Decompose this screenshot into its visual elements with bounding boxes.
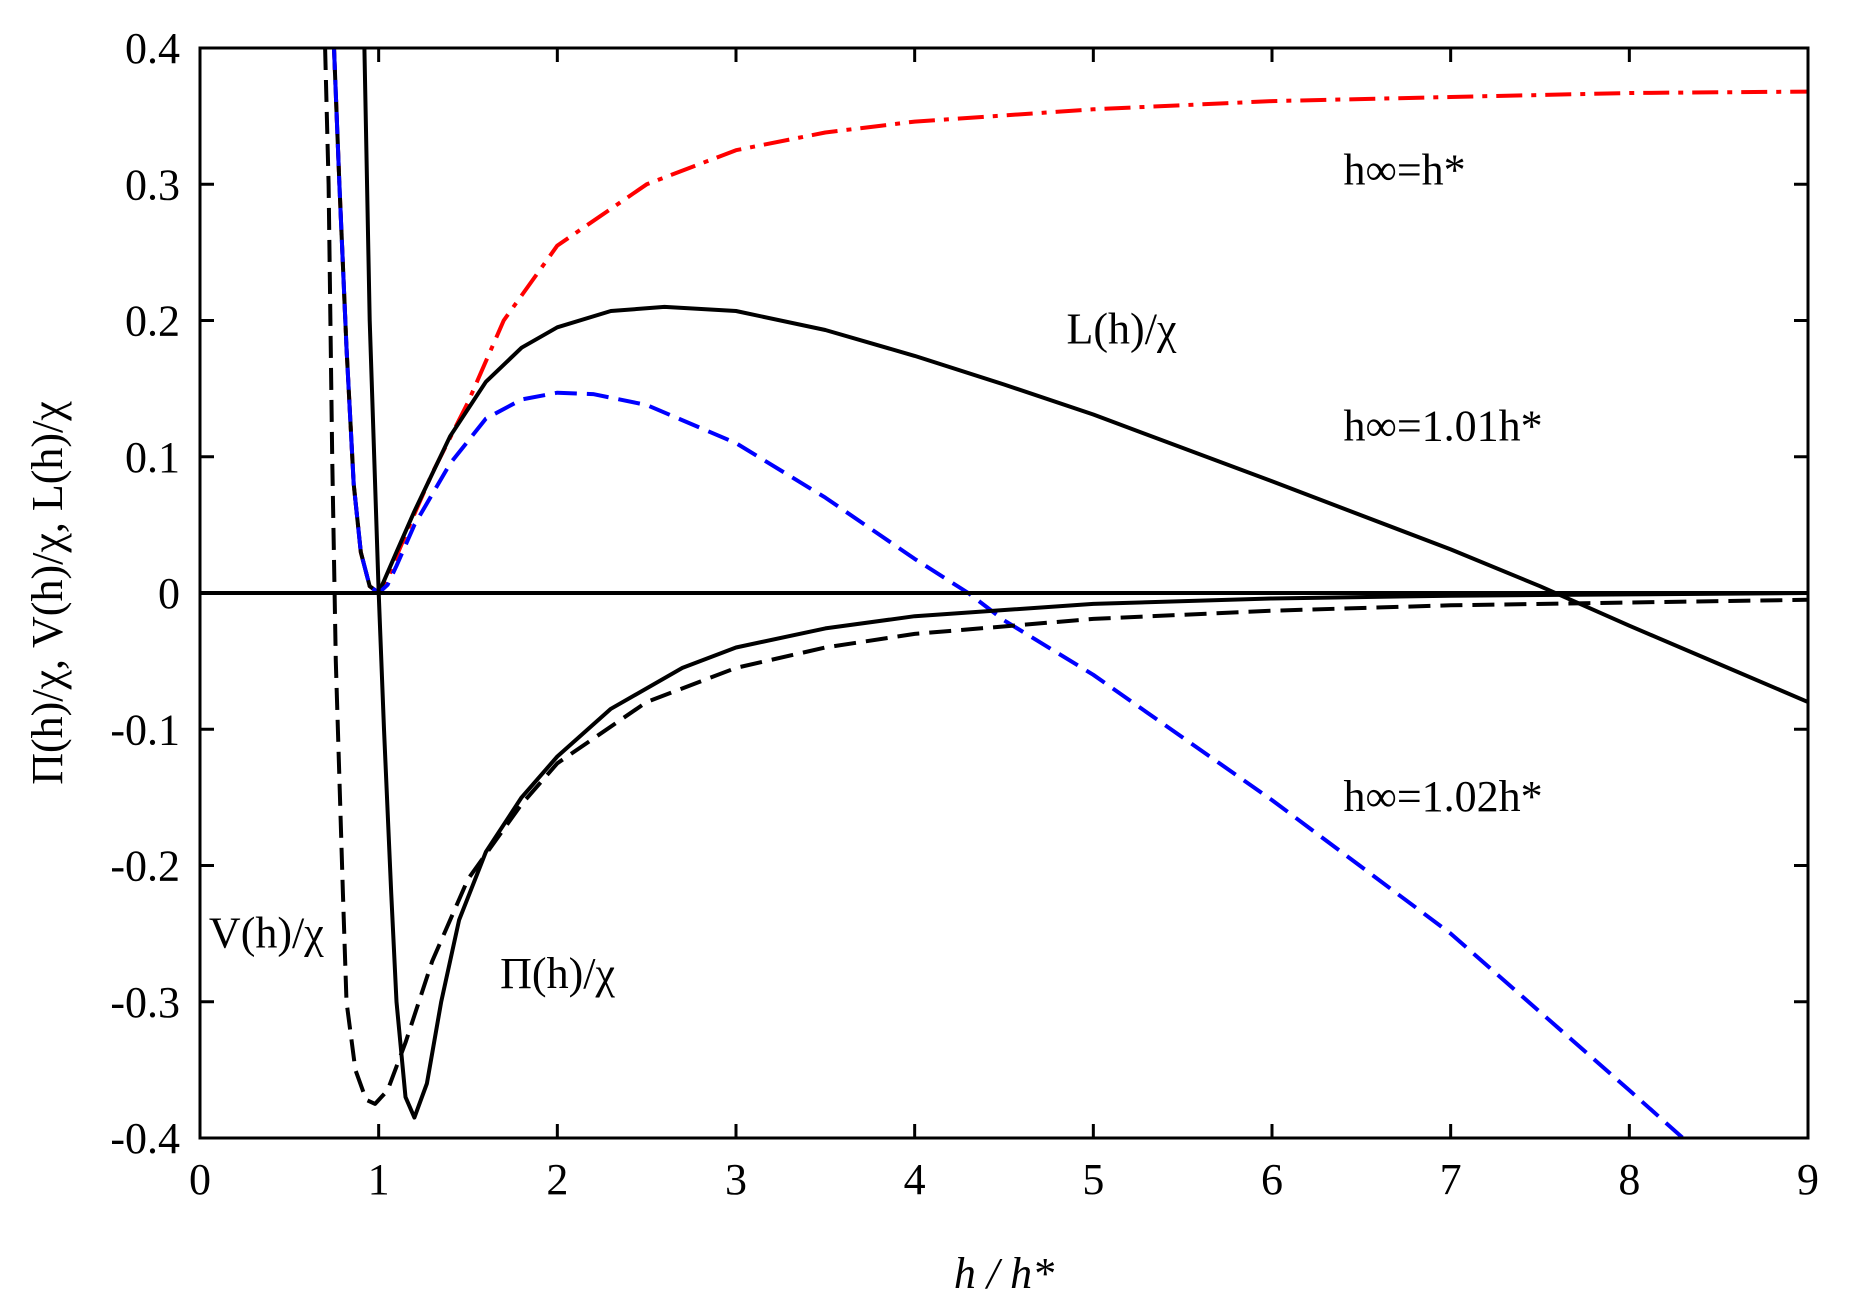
- y-tick-label: 0.2: [125, 297, 180, 346]
- series-line-2: [332, 48, 1685, 1138]
- x-tick-label: 5: [1082, 1155, 1104, 1204]
- y-tick-label: 0.4: [125, 24, 180, 73]
- annotation-5: Π(h)/χ: [500, 949, 615, 998]
- annotation-4: V(h)/χ: [209, 908, 324, 957]
- y-tick-label: -0.4: [110, 1114, 180, 1163]
- y-tick-label: -0.2: [110, 842, 180, 891]
- y-axis-title: Π(h)/χ, V(h)/χ, L(h)/χ: [23, 401, 72, 785]
- y-tick-label: -0.3: [110, 978, 180, 1027]
- x-tick-label: 0: [189, 1155, 211, 1204]
- annotation-0: h∞=h*: [1343, 145, 1465, 194]
- y-tick-label: 0: [158, 569, 180, 618]
- series-line-4: [323, 48, 1808, 1106]
- x-axis-title: h / h*: [954, 1249, 1054, 1298]
- annotation-3: h∞=1.02h*: [1343, 772, 1542, 821]
- annotation-layer: h∞=h* L(h)/χ h∞=1.01h* h∞=1.02h* V(h)/χ Π(h)/…: [209, 145, 1543, 998]
- x-tick-label: 6: [1261, 1155, 1283, 1204]
- x-tick-label: 2: [546, 1155, 568, 1204]
- x-tick-label: 1: [368, 1155, 390, 1204]
- tick-layer: [198, 46, 1810, 1140]
- label-layer: 0 1 2 3 4 5 6 7 8 9 -0.4 -0.3 -0.2 -0.1 0 0.1 0.2 0.3 0.4: [110, 24, 1819, 1204]
- series-line-3: [362, 48, 1808, 1120]
- y-tick-label: 0.1: [125, 433, 180, 482]
- x-tick-label: 7: [1440, 1155, 1462, 1204]
- annotation-2: h∞=1.01h*: [1343, 401, 1542, 450]
- x-tick-label: 4: [904, 1155, 926, 1204]
- x-tick-label: 8: [1618, 1155, 1640, 1204]
- x-tick-label: 3: [725, 1155, 747, 1204]
- y-tick-label: 0.3: [125, 160, 180, 209]
- series-layer: [323, 48, 1808, 1138]
- x-tick-label: 9: [1797, 1155, 1819, 1204]
- annotation-1: L(h)/χ: [1067, 305, 1177, 354]
- y-tick-label: -0.1: [110, 705, 180, 754]
